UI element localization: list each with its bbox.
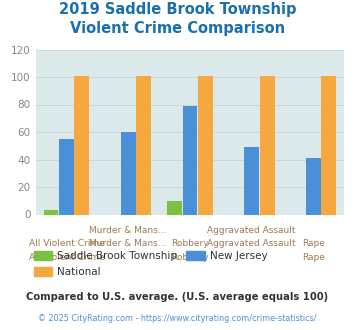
Text: Murder & Mans...: Murder & Mans... xyxy=(89,226,167,235)
Legend: Saddle Brook Township, National, New Jersey: Saddle Brook Township, National, New Jer… xyxy=(29,247,272,281)
Bar xyxy=(322,76,336,214)
Bar xyxy=(59,139,74,214)
Text: Violent Crime Comparison: Violent Crime Comparison xyxy=(70,21,285,36)
Text: Robbery: Robbery xyxy=(171,253,209,262)
Bar xyxy=(260,76,274,214)
Bar xyxy=(167,201,182,214)
Bar xyxy=(136,76,151,214)
Text: Aggravated Assault: Aggravated Assault xyxy=(207,239,296,248)
Bar xyxy=(182,106,197,214)
Text: Rape: Rape xyxy=(302,239,325,248)
Text: Compared to U.S. average. (U.S. average equals 100): Compared to U.S. average. (U.S. average … xyxy=(26,292,329,302)
Text: All Violent Crime: All Violent Crime xyxy=(28,239,104,248)
Bar xyxy=(244,147,259,214)
Text: Robbery: Robbery xyxy=(171,239,209,248)
Bar xyxy=(121,132,136,214)
Text: All Violent Crime: All Violent Crime xyxy=(28,253,104,262)
Text: Murder & Mans...: Murder & Mans... xyxy=(89,239,167,248)
Text: Rape: Rape xyxy=(302,253,325,262)
Text: 2019 Saddle Brook Township: 2019 Saddle Brook Township xyxy=(59,2,296,16)
Text: © 2025 CityRating.com - https://www.cityrating.com/crime-statistics/: © 2025 CityRating.com - https://www.city… xyxy=(38,314,317,323)
Bar xyxy=(44,211,58,214)
Bar xyxy=(306,158,321,214)
Text: Aggravated Assault: Aggravated Assault xyxy=(207,226,296,235)
Bar xyxy=(198,76,213,214)
Bar xyxy=(75,76,89,214)
